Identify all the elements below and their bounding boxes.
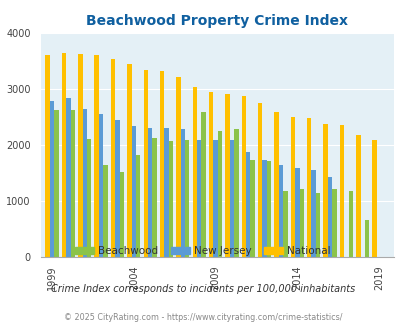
Bar [111,59,115,257]
Bar [364,220,369,257]
Bar [327,177,331,257]
Bar [311,170,315,257]
Bar [164,128,168,257]
Bar [70,111,75,257]
Bar [299,189,303,257]
Bar [176,77,180,257]
Bar [371,140,376,257]
Bar [99,115,103,257]
Bar [234,129,238,257]
Bar [66,98,70,257]
Bar [115,120,119,257]
Bar [201,112,205,257]
Bar [283,191,287,257]
Bar [136,155,140,257]
Bar [229,140,234,257]
Bar [290,116,294,257]
Bar [257,103,262,257]
Bar [143,70,147,257]
Bar [168,141,173,257]
Bar [213,140,217,257]
Bar [147,128,152,257]
Bar [355,135,360,257]
Bar [339,125,343,257]
Bar [241,96,245,257]
Bar [45,55,50,257]
Bar [127,64,131,257]
Bar [331,189,336,257]
Bar [54,111,59,257]
Bar [192,87,196,257]
Text: © 2025 CityRating.com - https://www.cityrating.com/crime-statistics/: © 2025 CityRating.com - https://www.city… [64,313,341,322]
Bar [50,101,54,257]
Bar [315,193,320,257]
Bar [103,165,107,257]
Title: Beachwood Property Crime Index: Beachwood Property Crime Index [86,14,347,28]
Bar [78,54,82,257]
Bar [196,140,201,257]
Bar [82,109,87,257]
Bar [250,160,254,257]
Text: Crime Index corresponds to incidents per 100,000 inhabitants: Crime Index corresponds to incidents per… [51,284,354,294]
Bar [294,168,299,257]
Bar [323,124,327,257]
Bar [266,161,271,257]
Bar [160,71,164,257]
Bar [119,172,124,257]
Bar [274,112,278,257]
Bar [87,139,91,257]
Legend: Beachwood, New Jersey, National: Beachwood, New Jersey, National [71,242,334,260]
Bar [262,160,266,257]
Bar [62,52,66,257]
Bar [94,55,99,257]
Bar [245,152,250,257]
Bar [180,129,185,257]
Bar [152,139,156,257]
Bar [209,92,213,257]
Bar [348,191,352,257]
Bar [185,140,189,257]
Bar [278,165,283,257]
Bar [225,94,229,257]
Bar [217,131,222,257]
Bar [306,118,311,257]
Bar [131,125,136,257]
